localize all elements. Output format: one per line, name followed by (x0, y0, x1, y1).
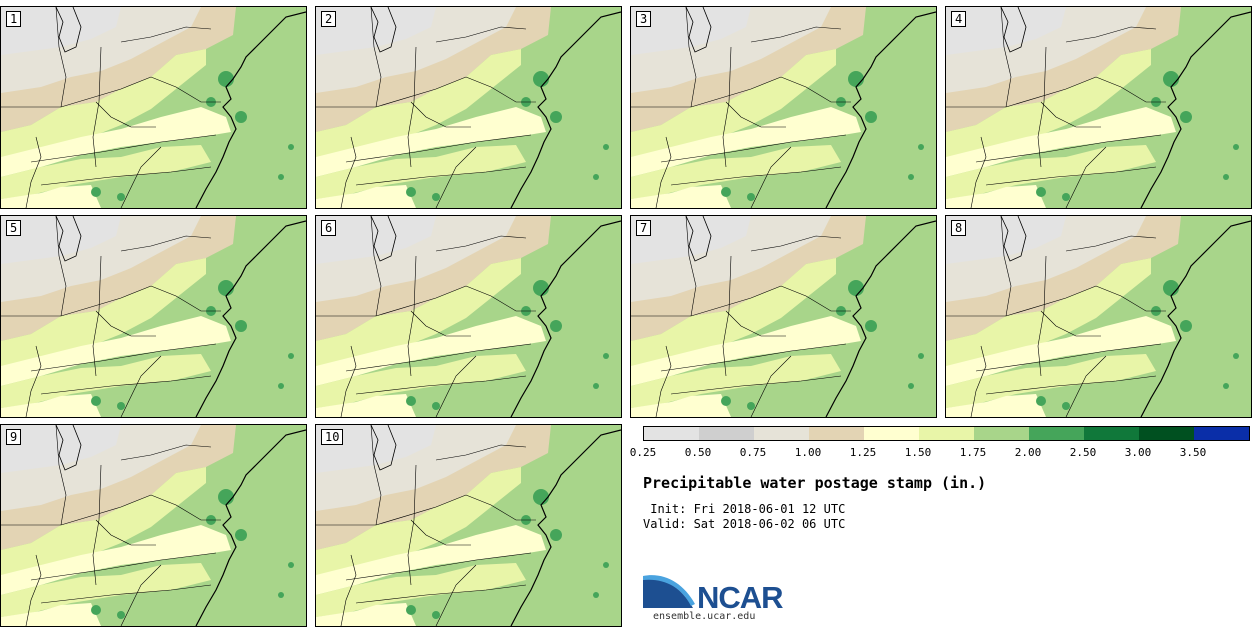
member-number-label: 2 (321, 11, 337, 27)
colorbar-segment (699, 427, 754, 440)
precip-water-map (316, 425, 621, 626)
member-number-label: 5 (6, 220, 22, 236)
member-map-panel-6: 6 (315, 215, 622, 418)
precip-water-map (316, 7, 621, 208)
valid-time: Valid: Sat 2018-06-02 06 UTC (643, 517, 846, 531)
figure-title: Precipitable water postage stamp (in.) (643, 474, 987, 492)
colorbar-segment (864, 427, 919, 440)
precip-water-map (316, 216, 621, 417)
member-map-panel-3: 3 (630, 6, 937, 209)
colorbar-tick-label: 1.50 (904, 446, 932, 459)
colorbar-segment (1029, 427, 1084, 440)
colorbar-tick-label: 1.75 (959, 446, 987, 459)
member-number-label: 3 (636, 11, 652, 27)
colorbar-segment (644, 427, 699, 440)
precip-water-map (1, 216, 306, 417)
member-number-label: 6 (321, 220, 337, 236)
member-map-panel-7: 7 (630, 215, 937, 418)
ncar-logo: NCAR ensemble.ucar.edu (643, 568, 793, 624)
colorbar-tick-label: 2.00 (1014, 446, 1042, 459)
colorbar-segment (1194, 427, 1249, 440)
colorbar-segment (919, 427, 974, 440)
precip-water-map (946, 216, 1251, 417)
member-number-label: 10 (321, 429, 344, 445)
member-number-label: 8 (951, 220, 967, 236)
init-time: Init: Fri 2018-06-01 12 UTC (643, 502, 846, 516)
colorbar-tick-label: 0.25 (629, 446, 657, 459)
member-number-label: 9 (6, 429, 22, 445)
member-map-panel-2: 2 (315, 6, 622, 209)
ncar-wordmark: NCAR (697, 580, 784, 615)
member-number-label: 1 (6, 11, 22, 27)
colorbar-tick-label: 1.00 (794, 446, 822, 459)
colorbar-tick-label: 3.00 (1124, 446, 1152, 459)
member-map-panel-1: 1 (0, 6, 307, 209)
member-map-panel-9: 9 (0, 424, 307, 627)
colorbar-tick-label: 1.25 (849, 446, 877, 459)
colorbar-segment (754, 427, 809, 440)
ensemble-url: ensemble.ucar.edu (653, 611, 756, 622)
colorbar-tick-label: 0.50 (684, 446, 712, 459)
colorbar-tick-label: 0.75 (739, 446, 767, 459)
member-number-label: 4 (951, 11, 967, 27)
precip-water-map (631, 216, 936, 417)
colorbar (643, 426, 1250, 441)
precip-water-map (1, 7, 306, 208)
member-number-label: 7 (636, 220, 652, 236)
member-map-panel-5: 5 (0, 215, 307, 418)
precip-water-map (946, 7, 1251, 208)
colorbar-segment (809, 427, 864, 440)
member-map-panel-10: 10 (315, 424, 622, 627)
colorbar-segment (974, 427, 1029, 440)
member-map-panel-8: 8 (945, 215, 1252, 418)
precip-water-map (1, 425, 306, 626)
precip-water-map (631, 7, 936, 208)
colorbar-segment (1084, 427, 1139, 440)
member-map-panel-4: 4 (945, 6, 1252, 209)
colorbar-tick-label: 2.50 (1069, 446, 1097, 459)
ncar-swoosh-icon (643, 572, 695, 608)
colorbar-tick-label: 3.50 (1179, 446, 1207, 459)
colorbar-segment (1139, 427, 1194, 440)
